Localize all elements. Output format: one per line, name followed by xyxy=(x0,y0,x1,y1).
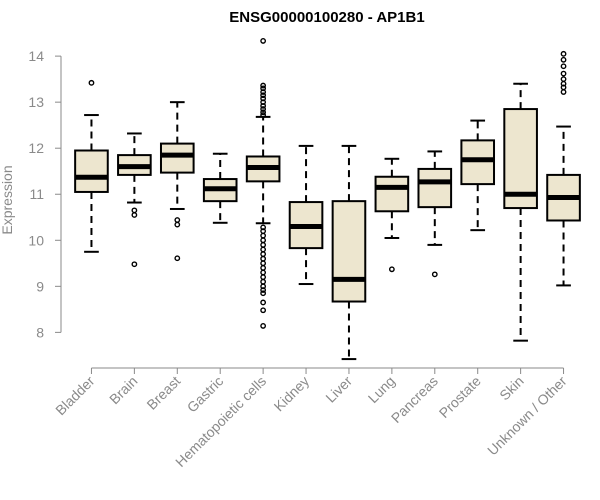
box-group xyxy=(74,79,109,253)
outlier-point xyxy=(431,271,438,278)
box-group xyxy=(460,119,496,232)
iqr-box xyxy=(374,175,410,213)
box-group xyxy=(245,38,281,329)
outlier-point xyxy=(131,212,138,218)
box-group xyxy=(288,144,324,286)
y-tick-label: 8 xyxy=(36,324,44,340)
x-tick-label: Kidney xyxy=(271,373,313,415)
x-tick-label: Pancreas xyxy=(388,373,441,426)
y-axis: 8 9 10 11 12 13 14 xyxy=(28,48,62,340)
outlier-point xyxy=(260,323,267,329)
outlier-point xyxy=(260,283,267,290)
x-tick-label: Liver xyxy=(322,373,355,406)
outlier-point xyxy=(260,299,267,306)
y-tick-label: 14 xyxy=(28,48,44,64)
iqr-box xyxy=(460,139,496,186)
outlier-point xyxy=(260,92,267,99)
y-tick-label: 10 xyxy=(28,232,44,248)
outlier-point xyxy=(260,307,267,314)
x-tick-label: Prostate xyxy=(436,373,484,421)
y-tick-label: 11 xyxy=(29,186,44,202)
outlier-point xyxy=(260,274,267,281)
iqr-box xyxy=(331,200,367,303)
outlier-point xyxy=(174,221,181,228)
outlier-point xyxy=(260,228,267,234)
x-tick-label: Brain xyxy=(106,373,140,407)
y-tick-label: 13 xyxy=(28,94,44,110)
x-tick-label: Breast xyxy=(143,373,183,413)
iqr-box xyxy=(503,108,538,210)
iqr-box xyxy=(74,149,109,193)
outlier-point xyxy=(174,217,181,223)
outlier-point xyxy=(560,50,567,57)
outlier-point xyxy=(560,70,567,77)
boxes-layer xyxy=(74,38,581,361)
outlier-point xyxy=(260,290,267,297)
box-group xyxy=(546,50,581,287)
outlier-point xyxy=(260,269,267,276)
box-group xyxy=(374,157,410,273)
outlier-point xyxy=(560,84,567,91)
y-tick-label: 9 xyxy=(36,278,44,294)
outlier-point xyxy=(260,246,267,253)
outlier-point xyxy=(260,112,267,118)
outlier-point xyxy=(260,109,267,116)
x-tick-label: Skin xyxy=(496,373,527,404)
chart-title: ENSG00000100280 - AP1B1 xyxy=(229,9,424,26)
outlier-point xyxy=(260,95,267,102)
box-group xyxy=(331,144,367,361)
outlier-point xyxy=(260,89,267,95)
outlier-point xyxy=(560,76,567,83)
outlier-point xyxy=(260,265,267,271)
outlier-point xyxy=(260,82,267,89)
x-tick-label: Gastric xyxy=(184,373,227,416)
outlier-point xyxy=(260,99,267,106)
outlier-point xyxy=(560,80,567,87)
y-axis-label: Expression xyxy=(0,165,15,234)
outlier-point xyxy=(260,224,267,231)
box-group xyxy=(503,82,538,342)
outlier-point xyxy=(260,106,267,112)
iqr-box xyxy=(159,142,195,174)
outlier-point xyxy=(260,260,267,267)
outlier-point xyxy=(560,63,567,70)
box-group xyxy=(202,152,238,224)
outlier-point xyxy=(260,237,267,244)
outlier-point xyxy=(260,255,267,262)
outlier-point xyxy=(260,241,267,248)
outlier-point xyxy=(260,85,267,92)
outlier-point xyxy=(260,232,267,239)
outlier-point xyxy=(260,278,267,285)
box-group xyxy=(117,132,152,268)
outlier-point xyxy=(88,79,95,86)
outlier-point xyxy=(260,38,267,44)
outlier-point xyxy=(560,56,567,63)
outlier-point xyxy=(131,261,138,268)
box-group xyxy=(417,150,453,278)
outlier-point xyxy=(131,207,138,214)
outlier-point xyxy=(388,266,395,273)
outlier-point xyxy=(260,102,267,109)
y-tick-label: 12 xyxy=(28,140,44,156)
x-tick-label: Unknown / Other xyxy=(484,373,570,459)
iqr-box xyxy=(417,167,453,209)
outlier-point xyxy=(174,255,181,262)
outlier-point xyxy=(560,89,567,95)
outlier-point xyxy=(260,287,267,293)
box-group xyxy=(159,101,195,262)
x-tick-label: Lung xyxy=(365,373,398,406)
outlier-point xyxy=(260,251,267,258)
x-tick-label: Bladder xyxy=(52,373,98,419)
